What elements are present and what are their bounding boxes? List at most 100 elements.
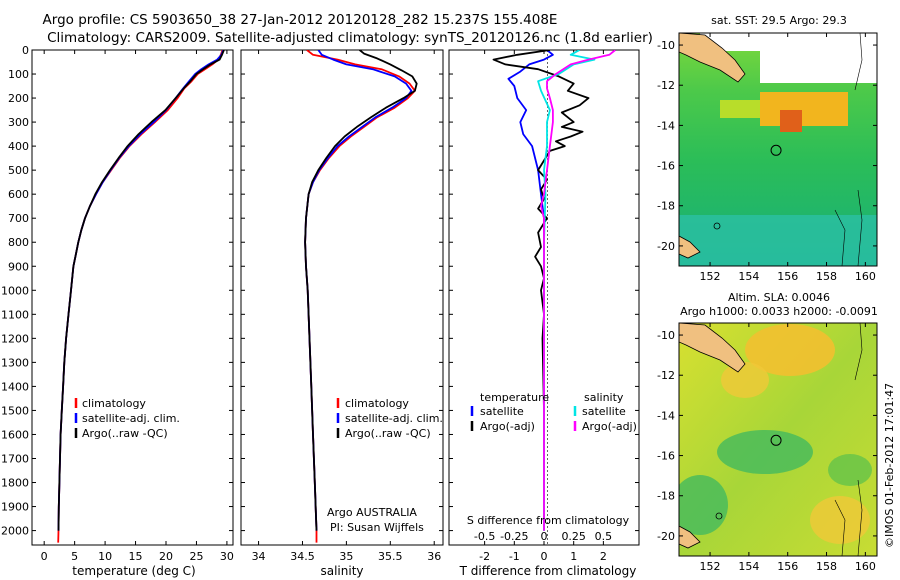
series-line-t-2 bbox=[57, 50, 225, 531]
salinity-axes-frame bbox=[240, 49, 444, 546]
x-tick-label-t-2: 10 bbox=[98, 550, 112, 563]
salinity-legend-climatology: climatology bbox=[345, 397, 409, 410]
depth-tick-label-1700: 1700 bbox=[1, 452, 29, 465]
temperature-x-axis: 0 5 10 15 20 25 30 bbox=[41, 50, 234, 563]
depth-tick-label-1500: 1500 bbox=[1, 404, 29, 417]
x-tick-label-d-1: -1 bbox=[509, 550, 520, 563]
salinity-legend-argo: Argo(..raw -QC) bbox=[345, 427, 431, 440]
sst-no-data-top bbox=[760, 33, 877, 83]
depth-tick-label-2000: 2000 bbox=[1, 525, 29, 538]
map-y-label-m1-5: -20 bbox=[657, 240, 675, 253]
sst-warm-band bbox=[760, 92, 848, 126]
sla-profile-marker bbox=[770, 434, 782, 446]
temperature-legend-satellite: satellite-adj. clim. bbox=[82, 412, 180, 425]
difference-x-axis: -2 -1 0 1 2 bbox=[479, 50, 607, 563]
depth-tick-label-400: 400 bbox=[8, 140, 29, 153]
series-line-t-0 bbox=[57, 50, 224, 543]
series-line-d-1 bbox=[492, 50, 590, 531]
depth-tick-label-1900: 1900 bbox=[1, 501, 29, 514]
s-tick-label-4: 0.5 bbox=[595, 530, 613, 543]
x-tick-label-d-0: -2 bbox=[479, 550, 490, 563]
sst-warm-core bbox=[780, 110, 802, 132]
sla-low-2 bbox=[679, 475, 728, 535]
sla-high-2 bbox=[721, 362, 769, 398]
x-tick-label-t-6: 30 bbox=[220, 550, 234, 563]
series-line-s-1 bbox=[304, 50, 413, 531]
sla-high-3 bbox=[810, 496, 870, 544]
map-x-label-m2-2: 156 bbox=[777, 560, 798, 573]
depth-tick-label-500: 500 bbox=[8, 164, 29, 177]
salinity-panel: 34 34.5 35 35.5 36 salinity climatology sate… bbox=[240, 49, 444, 578]
salinity-legend: climatology satellite-adj. clim. Argo(..… bbox=[336, 397, 443, 440]
series-line-d-2 bbox=[537, 50, 596, 531]
title-line2: Climatology: CARS2009. Satellite-adjuste… bbox=[47, 30, 653, 46]
salinity-xlabel: salinity bbox=[320, 564, 363, 578]
x-tick-label-s-3: 35.5 bbox=[378, 550, 403, 563]
map-y-label-m2-2: -14 bbox=[657, 409, 675, 422]
depth-tick-label-600: 600 bbox=[8, 188, 29, 201]
sst-y-axis: -10 -12 -14 -16 -18 -20 bbox=[657, 39, 877, 253]
map-y-label-m2-1: -12 bbox=[657, 369, 675, 382]
difference-xlabel-bottom: T difference from climatology bbox=[459, 564, 637, 578]
s-tick-label-3: 0.25 bbox=[561, 530, 586, 543]
difference-legend-salinity-header: salinity bbox=[584, 391, 624, 404]
depth-tick-label-0: 0 bbox=[22, 44, 29, 57]
title-line1: Argo profile: CS 5903650_38 27-Jan-2012 … bbox=[43, 12, 558, 28]
map-x-label-m1-1: 154 bbox=[738, 270, 759, 283]
map-y-label-m1-4: -18 bbox=[657, 200, 675, 213]
series-line-d-3 bbox=[540, 50, 616, 531]
sla-low-3 bbox=[828, 454, 872, 486]
salinity-annotation-program: Argo AUSTRALIA bbox=[327, 506, 417, 519]
map-x-label-m2-1: 154 bbox=[738, 560, 759, 573]
sla-land-coast-2 bbox=[679, 525, 701, 549]
sla-map-frame bbox=[678, 322, 878, 557]
depth-tick-label-1800: 1800 bbox=[1, 477, 29, 490]
difference-y-ticks bbox=[449, 49, 639, 532]
series-line-s-2 bbox=[304, 50, 418, 531]
map-x-label-m1-0: 152 bbox=[700, 270, 721, 283]
sst-contour bbox=[834, 33, 863, 266]
sla-map-subtitle: Argo h1000: 0.0033 h2000: -0.0091 bbox=[680, 305, 878, 318]
difference-legend-temp-satellite: satellite bbox=[480, 405, 524, 418]
sst-profile-marker bbox=[770, 144, 782, 156]
depth-tick-label-700: 700 bbox=[8, 212, 29, 225]
sla-land-coast bbox=[679, 323, 746, 373]
difference-legend-temp-argo: Argo(-adj) bbox=[480, 420, 535, 433]
depth-tick-label-1400: 1400 bbox=[1, 380, 29, 393]
sst-map-title: sat. SST: 29.5 Argo: 29.3 bbox=[711, 14, 847, 27]
map-y-label-m1-0: -10 bbox=[657, 39, 675, 52]
map-y-label-m2-3: -16 bbox=[657, 450, 675, 463]
map-x-label-m1-2: 156 bbox=[777, 270, 798, 283]
difference-legend-temperature-header: temperature bbox=[480, 391, 549, 404]
sst-land-coast bbox=[679, 33, 746, 83]
sst-reef-marker bbox=[713, 222, 721, 230]
x-tick-label-t-0: 0 bbox=[41, 550, 48, 563]
salinity-annotation-pi: PI: Susan Wijffels bbox=[330, 521, 424, 534]
difference-legend-sal-argo: Argo(-adj) bbox=[582, 420, 637, 433]
temperature-legend-argo: Argo(..raw -QC) bbox=[82, 427, 168, 440]
x-tick-label-t-1: 5 bbox=[71, 550, 78, 563]
depth-tick-label-900: 900 bbox=[8, 260, 29, 273]
depth-tick-label-800: 800 bbox=[8, 236, 29, 249]
map-x-label-m1-3: 158 bbox=[816, 270, 837, 283]
difference-legend: temperature salinity satellite Argo(-adj… bbox=[470, 391, 637, 433]
map-y-label-m1-3: -16 bbox=[657, 160, 675, 173]
depth-tick-label-300: 300 bbox=[8, 116, 29, 129]
depth-tick-label-200: 200 bbox=[8, 92, 29, 105]
temperature-xlabel: temperature (deg C) bbox=[72, 564, 195, 578]
sst-warm-band-2 bbox=[720, 100, 760, 118]
depth-tick-label-1000: 1000 bbox=[1, 284, 29, 297]
difference-panel: -2 -1 0 1 2 -0.5 -0.25 0 0.25 0.5 T difference f… bbox=[448, 49, 640, 578]
sla-y-axis: -10 -12 -14 -16 -18 -20 bbox=[657, 329, 877, 543]
s-tick-label-0: -0.5 bbox=[474, 530, 495, 543]
sst-map: sat. SST: 29.5 Argo: 29.3 152 154 156 158 16… bbox=[657, 14, 878, 283]
salinity-x-axis: 34 34.5 35 35.5 36 bbox=[252, 50, 441, 563]
x-tick-label-d-3: 1 bbox=[570, 550, 577, 563]
map-y-label-m2-5: -20 bbox=[657, 530, 675, 543]
temperature-lines bbox=[57, 50, 225, 543]
salinity-lines bbox=[304, 50, 418, 543]
difference-lines bbox=[492, 50, 616, 531]
map-x-label-m2-3: 158 bbox=[816, 560, 837, 573]
x-tick-label-s-1: 34.5 bbox=[290, 550, 315, 563]
